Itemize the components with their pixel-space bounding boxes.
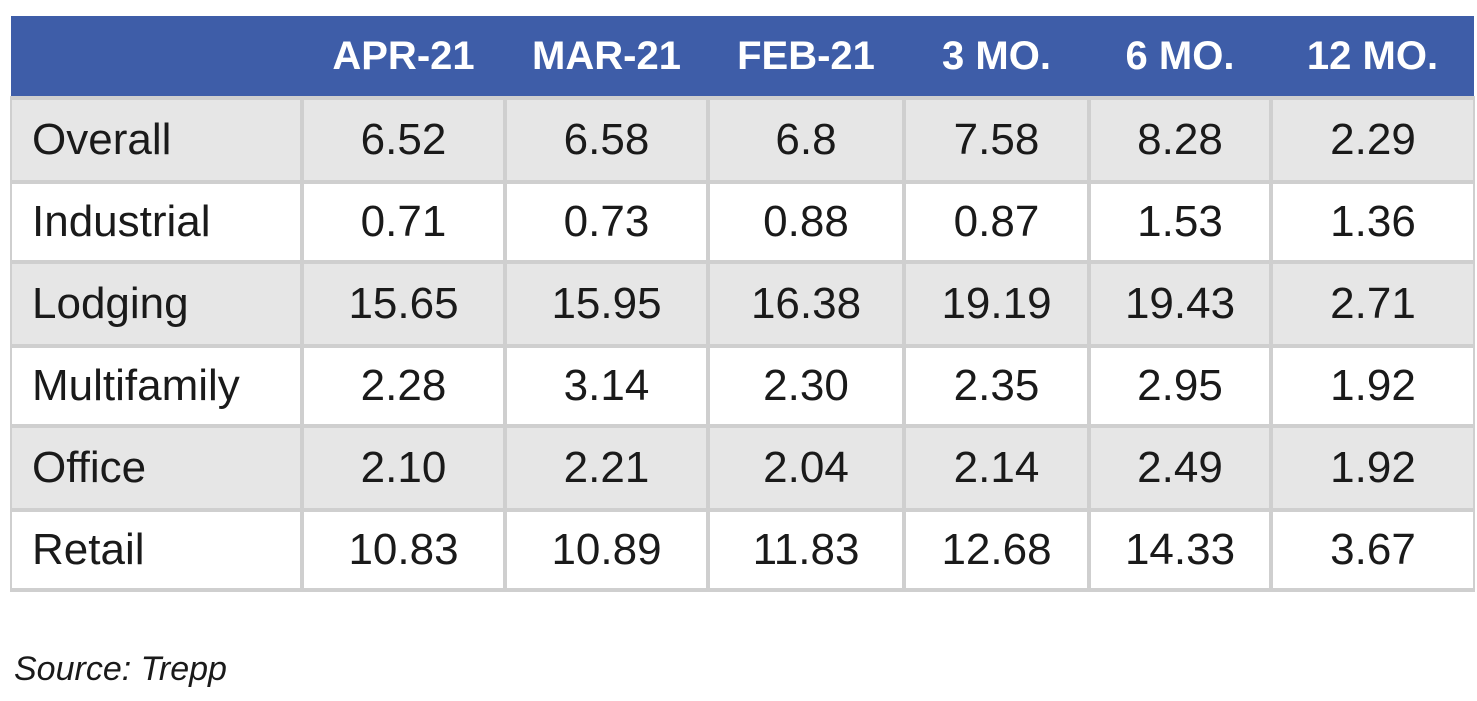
table-cell: 2.95 bbox=[1087, 344, 1273, 428]
row-label: Overall bbox=[10, 96, 304, 184]
table-cell: 7.58 bbox=[902, 96, 1091, 184]
table-cell: 2.10 bbox=[300, 424, 507, 512]
table-cell: 14.33 bbox=[1087, 508, 1273, 592]
table-cell: 6.52 bbox=[300, 96, 507, 184]
table-cell: 1.36 bbox=[1269, 180, 1475, 264]
header-cell-6-mo: 6 MO. bbox=[1089, 16, 1271, 98]
source-note: Source: Trepp bbox=[14, 650, 227, 688]
row-label: Multifamily bbox=[10, 344, 304, 428]
data-table-container: APR-21 MAR-21 FEB-21 3 MO. 6 MO. 12 MO. … bbox=[10, 16, 1475, 592]
header-cell-12-mo: 12 MO. bbox=[1271, 16, 1474, 98]
table-cell: 15.95 bbox=[503, 260, 710, 348]
row-label: Industrial bbox=[10, 180, 304, 264]
table-cell: 11.83 bbox=[706, 508, 906, 592]
table-row-overall: Overall 6.52 6.58 6.8 7.58 8.28 2.29 bbox=[10, 96, 1475, 184]
table-cell: 3.14 bbox=[503, 344, 710, 428]
table-cell: 1.53 bbox=[1087, 180, 1273, 264]
table-cell: 2.04 bbox=[706, 424, 906, 512]
table-cell: 2.21 bbox=[503, 424, 710, 512]
header-cell-corner bbox=[11, 16, 302, 98]
table-cell: 19.19 bbox=[902, 260, 1091, 348]
table-row-lodging: Lodging 15.65 15.95 16.38 19.19 19.43 2.… bbox=[10, 260, 1475, 348]
table-row-industrial: Industrial 0.71 0.73 0.88 0.87 1.53 1.36 bbox=[10, 180, 1475, 264]
header-cell-mar-21: MAR-21 bbox=[505, 16, 708, 98]
table-cell: 8.28 bbox=[1087, 96, 1273, 184]
data-table: APR-21 MAR-21 FEB-21 3 MO. 6 MO. 12 MO. … bbox=[10, 16, 1475, 592]
table-cell: 0.87 bbox=[902, 180, 1091, 264]
header-cell-apr-21: APR-21 bbox=[302, 16, 505, 98]
table-cell: 6.8 bbox=[706, 96, 906, 184]
table-cell: 12.68 bbox=[902, 508, 1091, 592]
table-cell: 2.29 bbox=[1269, 96, 1475, 184]
table-cell: 10.89 bbox=[503, 508, 710, 592]
table-cell: 15.65 bbox=[300, 260, 507, 348]
table-cell: 19.43 bbox=[1087, 260, 1273, 348]
table-cell: 6.58 bbox=[503, 96, 710, 184]
table-cell: 16.38 bbox=[706, 260, 906, 348]
table-cell: 2.71 bbox=[1269, 260, 1475, 348]
table-cell: 0.88 bbox=[706, 180, 906, 264]
row-label: Lodging bbox=[10, 260, 304, 348]
table-row-retail: Retail 10.83 10.89 11.83 12.68 14.33 3.6… bbox=[10, 508, 1475, 592]
table-cell: 2.28 bbox=[300, 344, 507, 428]
table-cell: 3.67 bbox=[1269, 508, 1475, 592]
row-label: Retail bbox=[10, 508, 304, 592]
table-cell: 0.73 bbox=[503, 180, 710, 264]
header-cell-feb-21: FEB-21 bbox=[708, 16, 904, 98]
table-cell: 2.49 bbox=[1087, 424, 1273, 512]
table-cell: 1.92 bbox=[1269, 344, 1475, 428]
table-cell: 2.14 bbox=[902, 424, 1091, 512]
table-cell: 2.30 bbox=[706, 344, 906, 428]
table-cell: 1.92 bbox=[1269, 424, 1475, 512]
table-row-multifamily: Multifamily 2.28 3.14 2.30 2.35 2.95 1.9… bbox=[10, 344, 1475, 428]
table-row-office: Office 2.10 2.21 2.04 2.14 2.49 1.92 bbox=[10, 424, 1475, 512]
row-label: Office bbox=[10, 424, 304, 512]
table-cell: 2.35 bbox=[902, 344, 1091, 428]
header-cell-3-mo: 3 MO. bbox=[904, 16, 1089, 98]
table-cell: 0.71 bbox=[300, 180, 507, 264]
header-row: APR-21 MAR-21 FEB-21 3 MO. 6 MO. 12 MO. bbox=[11, 16, 1474, 98]
table-cell: 10.83 bbox=[300, 508, 507, 592]
